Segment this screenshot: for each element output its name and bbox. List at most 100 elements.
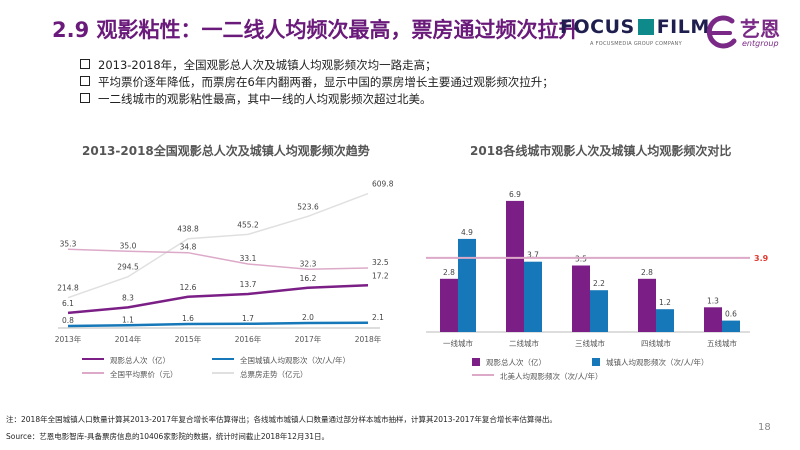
bullet-text: 2013-2018年，全国观影总人次及城镇人均观影频次均一路走高； <box>98 58 437 72</box>
x-tick-label: 2017年 <box>295 334 322 344</box>
legend-label: 观影总人次（亿） <box>110 356 170 365</box>
data-label: 6.9 <box>509 190 521 199</box>
bar <box>590 290 608 332</box>
legend-label: 城镇人均观影频次（次/人/年） <box>606 358 709 367</box>
legend-swatch <box>212 372 234 374</box>
data-label: 455.2 <box>237 220 259 229</box>
reference-line-label: 3.9 <box>754 254 769 263</box>
series-line <box>67 321 369 328</box>
legend-label: 观影总人次（亿） <box>486 358 546 367</box>
x-tick-label: 2014年 <box>115 334 142 344</box>
data-label: 1.3 <box>707 296 719 305</box>
data-label: 3.5 <box>575 255 587 264</box>
bar <box>656 309 674 332</box>
entgroup-logo-subtitle: entgroup <box>742 39 779 48</box>
data-label: 8.3 <box>122 293 134 302</box>
bullet-item: 平均票价逐年降低，而票房在6年内翻两番，显示中国的票房增长主要通过观影频次拉升； <box>80 74 554 91</box>
page-title: 2.9 观影粘性：一二线人均频次最高，票房通过频次拉升 <box>52 18 580 42</box>
bar <box>572 265 590 332</box>
data-label: 12.6 <box>180 283 197 292</box>
page-number: 18 <box>758 422 771 433</box>
data-label: 35.0 <box>120 241 137 250</box>
data-label: 0.8 <box>62 316 74 325</box>
data-label: 3.7 <box>527 251 539 260</box>
entgroup-logo: 艺恩 entgroup <box>702 13 796 57</box>
entgroup-logo-text: 艺恩 <box>740 17 780 41</box>
legend-swatch <box>82 372 104 374</box>
legend-swatch <box>82 358 104 360</box>
footnote: 注：2018年全国城镇人口数量计算其2013-2017年复合增长率估算得出；各线… <box>6 415 557 424</box>
data-label: 294.5 <box>117 263 139 272</box>
x-tick-label: 一线城市 <box>443 338 473 348</box>
data-label: 1.7 <box>242 314 254 323</box>
bar-chart: 2.8 4.9 一线城市 6.9 3.7 二线城市 3.5 2.2 三线城市 2.8 1.2 四线城市… <box>426 190 769 348</box>
data-label: 6.1 <box>62 299 74 308</box>
film-logo-text: FILM <box>656 16 710 38</box>
legend-item-urban-frequency: 全国城镇人均观影次（次/人/年） <box>212 355 350 366</box>
data-label: 1.1 <box>122 315 134 324</box>
bullet-item: 一二线城市的观影粘性最高，其中一线的人均观影频次超过北美。 <box>80 91 554 108</box>
data-label: 2.0 <box>302 313 314 322</box>
entgroup-e-icon <box>706 15 737 49</box>
data-label: 33.1 <box>240 254 257 263</box>
checkbox-square-icon <box>80 76 90 86</box>
data-label: 35.3 <box>60 239 77 248</box>
series-line <box>67 284 369 315</box>
legend-swatch <box>472 374 494 376</box>
bullet-list: 2013-2018年，全国观影总人次及城镇人均观影频次均一路走高； 平均票价逐年… <box>80 57 554 108</box>
legend-item-box-office: 总票房走势（亿元） <box>212 369 308 380</box>
x-tick-label: 2016年 <box>235 334 262 344</box>
legend-item-north-america: 北美人均观影频次（次/人/年） <box>472 371 603 382</box>
line-chart-title: 2013-2018全国观影总人次及城镇人均观影频次趋势 <box>82 144 370 158</box>
bar-chart-title: 2018各线城市观影人次及城镇人均观影频次对比 <box>470 144 732 158</box>
data-label: 0.6 <box>725 310 737 319</box>
x-tick-label: 五线城市 <box>707 338 737 348</box>
series-line <box>67 192 369 299</box>
x-tick-label: 二线城市 <box>509 338 539 348</box>
legend-swatch <box>212 358 234 360</box>
data-label: 1.6 <box>182 314 194 323</box>
data-label: 13.7 <box>240 280 257 289</box>
checkbox-square-icon <box>80 93 90 103</box>
bullet-text: 一二线城市的观影粘性最高，其中一线的人均观影频次超过北美。 <box>98 92 432 106</box>
bar-chart-legend: 观影总人次（亿） 城镇人均观影频次（次/人/年） 北美人均观影频次（次/人/年） <box>472 357 772 383</box>
data-label: 17.2 <box>372 271 389 280</box>
bar <box>458 238 476 332</box>
x-tick-label: 三线城市 <box>575 338 605 348</box>
legend-label: 总票房走势（亿元） <box>240 370 308 379</box>
legend-item-city-attendance: 观影总人次（亿） <box>472 357 546 368</box>
data-label: 32.3 <box>300 259 317 268</box>
data-label: 34.8 <box>180 243 197 252</box>
legend-swatch <box>592 358 600 366</box>
data-label: 214.8 <box>57 284 79 293</box>
legend-swatch <box>472 358 480 366</box>
legend-label: 全国平均票价（元） <box>110 370 178 379</box>
data-label: 4.9 <box>461 228 473 237</box>
x-tick-label: 2015年 <box>175 334 202 344</box>
data-label: 609.8 <box>372 180 394 189</box>
focus-logo-text: FOCUS <box>560 16 635 38</box>
legend-item-city-frequency: 城镇人均观影频次（次/人/年） <box>592 357 709 368</box>
bar <box>722 320 740 332</box>
legend-item-avg-price: 全国平均票价（元） <box>82 369 178 380</box>
data-label: 32.5 <box>372 258 389 267</box>
data-label: 2.8 <box>443 268 455 277</box>
data-label: 2.2 <box>593 279 605 288</box>
focus-logo-subtitle: A FOCUSMEDIA GROUP COMPANY <box>590 41 682 47</box>
focus-logo-square-icon <box>637 19 654 35</box>
bar <box>506 200 524 332</box>
data-label: 2.1 <box>372 313 384 322</box>
brand-logos: FOCUS FILM A FOCUSMEDIA GROUP COMPANY 艺恩 … <box>560 13 796 57</box>
data-label: 438.8 <box>177 225 199 234</box>
bar <box>704 307 722 332</box>
bar <box>524 261 542 332</box>
series-line <box>67 248 369 271</box>
legend-label: 北美人均观影频次（次/人/年） <box>500 372 603 381</box>
data-label: 523.6 <box>297 202 319 211</box>
data-label: 1.2 <box>659 298 671 307</box>
bullet-text: 平均票价逐年降低，而票房在6年内翻两番，显示中国的票房增长主要通过观影频次拉升； <box>98 75 554 89</box>
data-label: 2.8 <box>641 268 653 277</box>
source-note: Source：艺恩电影智库-具备票房信息的10406家影院的数据，统计时间截止2… <box>6 432 329 441</box>
x-tick-label: 2013年 <box>55 334 82 344</box>
data-label: 16.2 <box>300 274 317 283</box>
